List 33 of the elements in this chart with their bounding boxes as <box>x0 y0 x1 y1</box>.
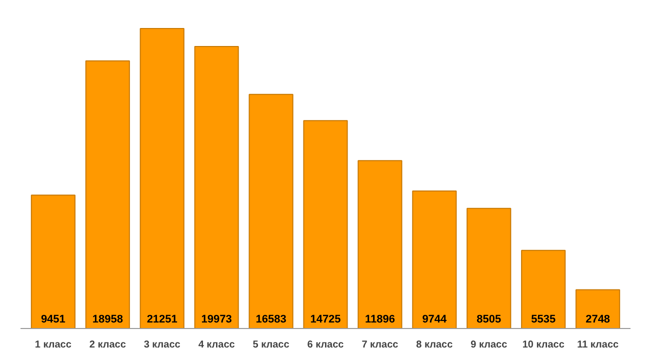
data-label: 11896 <box>364 314 395 326</box>
bar <box>412 190 457 328</box>
data-label: 19973 <box>201 314 232 326</box>
data-label: 21251 <box>146 314 178 326</box>
bar <box>521 250 566 328</box>
bar <box>194 46 239 328</box>
bar <box>466 208 512 328</box>
x-tick-label: 7 класс <box>362 340 399 350</box>
x-tick-label: 4 класс <box>198 340 236 350</box>
x-tick-label: 9 класс <box>470 340 508 350</box>
bar <box>576 289 620 328</box>
bar <box>140 28 184 328</box>
bar <box>248 94 294 328</box>
data-label: 5535 <box>531 314 556 326</box>
bar <box>303 120 348 328</box>
bar <box>85 60 130 328</box>
data-label: 9451 <box>40 314 66 326</box>
data-label: 14725 <box>310 314 341 326</box>
data-label: 8505 <box>476 314 502 326</box>
bar <box>358 160 402 328</box>
data-label: 9744 <box>422 314 448 326</box>
data-label: 16583 <box>256 314 286 326</box>
x-tick-label: 1 класс <box>34 340 72 350</box>
x-tick-label: 10 класс <box>522 340 565 350</box>
bar <box>30 194 76 328</box>
x-tick-label: 8 класс <box>416 340 454 350</box>
x-tick-label: 2 класс <box>89 340 126 350</box>
data-label: 2748 <box>586 314 610 326</box>
data-label: 18958 <box>92 314 123 326</box>
x-tick-label: 11 класс <box>577 340 620 350</box>
x-tick-label: 3 класс <box>144 340 181 350</box>
x-tick-label: 6 класс <box>307 340 344 350</box>
x-tick-label: 5 класс <box>252 340 290 350</box>
